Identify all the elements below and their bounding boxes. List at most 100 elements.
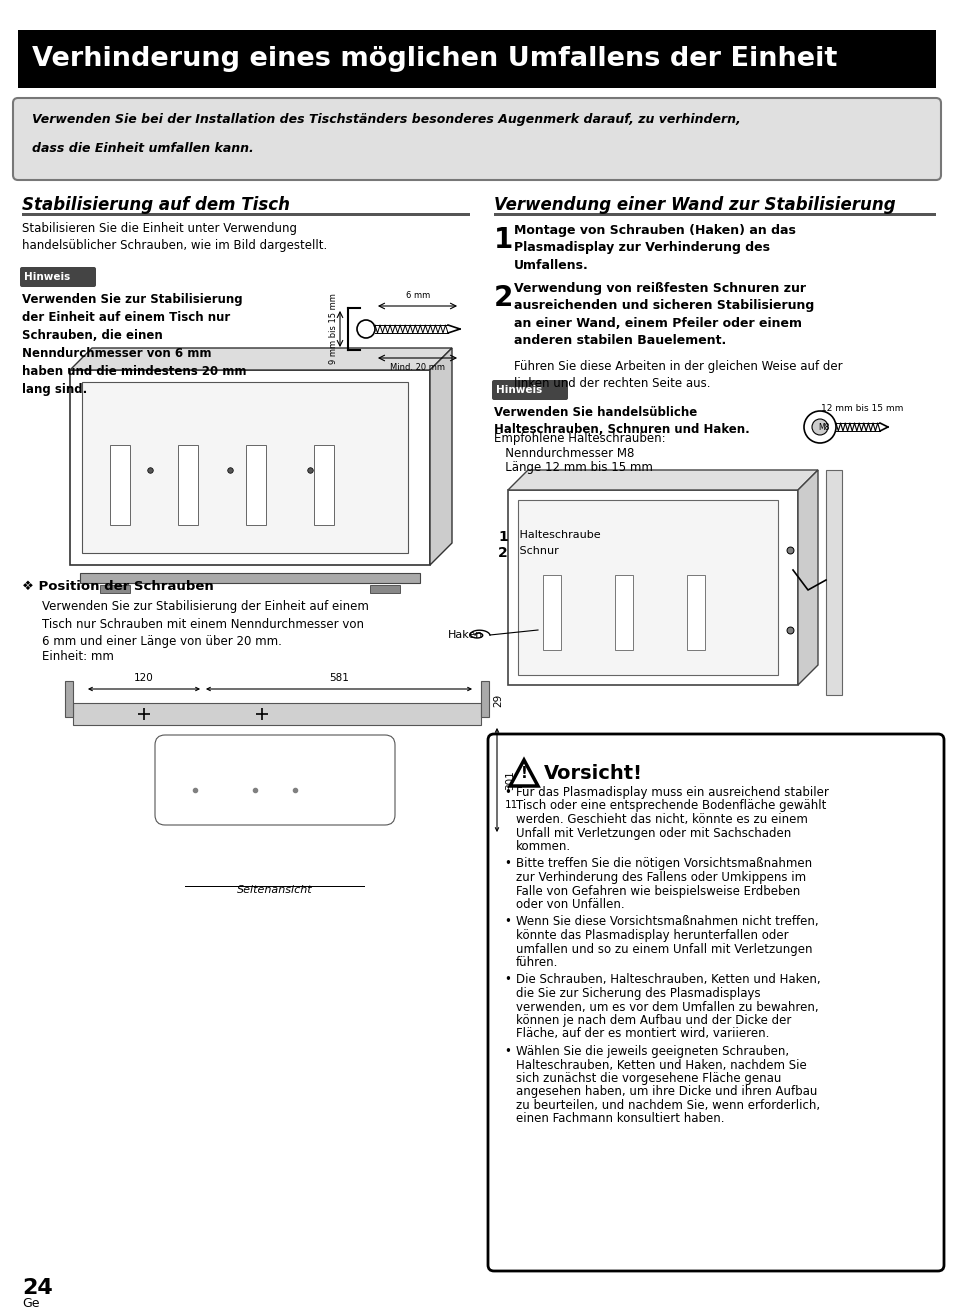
Text: kommen.: kommen. xyxy=(516,840,571,853)
Text: Halteschraube: Halteschraube xyxy=(516,530,600,540)
Text: Verhinderung eines möglichen Umfallens der Einheit: Verhinderung eines möglichen Umfallens d… xyxy=(32,46,837,72)
Text: Verwenden Sie zur Stabilisierung
der Einheit auf einem Tisch nur
Schrauben, die : Verwenden Sie zur Stabilisierung der Ein… xyxy=(22,293,246,396)
Text: angesehen haben, um ihre Dicke und ihren Aufbau: angesehen haben, um ihre Dicke und ihren… xyxy=(516,1086,817,1099)
Text: Hinweis: Hinweis xyxy=(496,386,541,395)
Text: •: • xyxy=(503,916,511,929)
Bar xyxy=(370,586,399,594)
Text: umfallen und so zu einem Unfall mit Verletzungen: umfallen und so zu einem Unfall mit Verl… xyxy=(516,942,812,955)
Text: Verwenden Sie bei der Installation des Tischständers besonderes Augenmerk darauf: Verwenden Sie bei der Installation des T… xyxy=(32,113,740,126)
Text: 581: 581 xyxy=(329,672,349,683)
Text: 24: 24 xyxy=(22,1278,52,1298)
Text: Die Schrauben, Halteschrauben, Ketten und Haken,: Die Schrauben, Halteschrauben, Ketten un… xyxy=(516,974,820,987)
Text: können je nach dem Aufbau und der Dicke der: können je nach dem Aufbau und der Dicke … xyxy=(516,1015,791,1026)
FancyBboxPatch shape xyxy=(154,736,395,825)
FancyBboxPatch shape xyxy=(492,380,567,400)
Text: 2: 2 xyxy=(494,284,513,312)
Bar xyxy=(82,382,408,553)
Polygon shape xyxy=(70,347,452,370)
Text: Hinweis: Hinweis xyxy=(24,272,71,282)
Bar xyxy=(480,680,489,717)
Text: 6 mm: 6 mm xyxy=(405,291,430,300)
Text: Falle von Gefahren wie beispielsweise Erdbeben: Falle von Gefahren wie beispielsweise Er… xyxy=(516,884,800,898)
Text: könnte das Plasmadisplay herunterfallen oder: könnte das Plasmadisplay herunterfallen … xyxy=(516,929,788,942)
Text: Unfall mit Verletzungen oder mit Sachschaden: Unfall mit Verletzungen oder mit Sachsch… xyxy=(516,826,790,840)
Bar xyxy=(246,445,266,525)
Text: 12 mm bis 15 mm: 12 mm bis 15 mm xyxy=(820,404,902,413)
FancyBboxPatch shape xyxy=(13,97,940,180)
Text: 301: 301 xyxy=(504,770,515,790)
Text: sich zunächst die vorgesehene Fläche genau: sich zunächst die vorgesehene Fläche gen… xyxy=(516,1073,781,1084)
Text: •: • xyxy=(503,858,511,870)
Text: 9 mm bis 15 mm: 9 mm bis 15 mm xyxy=(329,293,337,365)
Text: Montage von Schrauben (Haken) an das
Plasmadisplay zur Verhinderung des
Umfallen: Montage von Schrauben (Haken) an das Pla… xyxy=(514,224,795,272)
Text: Länge 12 mm bis 15 mm: Länge 12 mm bis 15 mm xyxy=(494,461,652,474)
Bar xyxy=(825,470,841,695)
Bar xyxy=(494,213,935,216)
Bar xyxy=(18,30,935,88)
Text: 11: 11 xyxy=(504,800,517,811)
Text: Wenn Sie diese Vorsichtsmaßnahmen nicht treffen,: Wenn Sie diese Vorsichtsmaßnahmen nicht … xyxy=(516,916,818,929)
Bar xyxy=(110,445,130,525)
Bar xyxy=(100,586,130,594)
Text: 29: 29 xyxy=(493,694,502,707)
Text: Einheit: mm: Einheit: mm xyxy=(42,650,113,663)
Circle shape xyxy=(803,411,835,443)
Text: Verwenden Sie zur Stabilisierung der Einheit auf einem
Tisch nur Schrauben mit e: Verwenden Sie zur Stabilisierung der Ein… xyxy=(42,600,369,647)
Text: Bitte treffen Sie die nötigen Vorsichtsmaßnahmen: Bitte treffen Sie die nötigen Vorsichtsm… xyxy=(516,858,811,870)
Text: Schnur: Schnur xyxy=(516,546,558,555)
Polygon shape xyxy=(430,347,452,565)
Text: Empfohlene Halteschrauben:: Empfohlene Halteschrauben: xyxy=(494,432,665,445)
Polygon shape xyxy=(797,470,817,686)
Bar xyxy=(178,445,198,525)
Text: Vorsicht!: Vorsicht! xyxy=(543,765,642,783)
Text: zur Verhinderung des Fallens oder Umkippens im: zur Verhinderung des Fallens oder Umkipp… xyxy=(516,871,805,884)
Text: führen.: führen. xyxy=(516,955,558,969)
Bar xyxy=(80,572,419,583)
Bar xyxy=(615,575,633,650)
Text: •: • xyxy=(503,786,511,799)
FancyBboxPatch shape xyxy=(20,267,96,287)
Bar xyxy=(70,370,430,565)
Text: Ge: Ge xyxy=(22,1298,39,1309)
Bar xyxy=(22,213,470,216)
Text: M8: M8 xyxy=(818,422,829,432)
Text: einen Fachmann konsultiert haben.: einen Fachmann konsultiert haben. xyxy=(516,1112,723,1125)
Circle shape xyxy=(811,418,827,436)
Text: Mind. 20 mm: Mind. 20 mm xyxy=(390,363,445,372)
Bar xyxy=(507,490,797,686)
Bar xyxy=(314,445,334,525)
Text: Halteschrauben, Ketten und Haken, nachdem Sie: Halteschrauben, Ketten und Haken, nachde… xyxy=(516,1058,806,1071)
Polygon shape xyxy=(507,470,817,490)
Text: werden. Geschieht das nicht, könnte es zu einem: werden. Geschieht das nicht, könnte es z… xyxy=(516,813,807,826)
FancyBboxPatch shape xyxy=(488,734,943,1271)
Text: oder von Unfällen.: oder von Unfällen. xyxy=(516,898,624,911)
Text: zu beurteilen, und nachdem Sie, wenn erforderlich,: zu beurteilen, und nachdem Sie, wenn erf… xyxy=(516,1099,820,1112)
Text: 1: 1 xyxy=(497,530,507,544)
Text: Verwendung von reißfesten Schnuren zur
ausreichenden und sicheren Stabilisierung: Verwendung von reißfesten Schnuren zur a… xyxy=(514,282,814,347)
Text: ❖ Position der Schrauben: ❖ Position der Schrauben xyxy=(22,580,213,594)
Circle shape xyxy=(356,320,375,338)
Text: Für das Plasmadisplay muss ein ausreichend stabiler: Für das Plasmadisplay muss ein ausreiche… xyxy=(516,786,828,799)
Bar xyxy=(686,575,704,650)
Bar xyxy=(517,500,778,675)
Text: Verwenden Sie handelsübliche
Halteschrauben, Schnuren und Haken.: Verwenden Sie handelsübliche Halteschrau… xyxy=(494,407,749,436)
Text: Führen Sie diese Arbeiten in der gleichen Weise auf der
linken und der rechten S: Führen Sie diese Arbeiten in der gleiche… xyxy=(514,361,841,390)
Text: Wählen Sie die jeweils geeigneten Schrauben,: Wählen Sie die jeweils geeigneten Schrau… xyxy=(516,1045,788,1058)
Text: 2: 2 xyxy=(497,546,507,561)
Text: Tisch oder eine entsprechende Bodenfläche gewählt: Tisch oder eine entsprechende Bodenfläch… xyxy=(516,800,825,812)
Bar xyxy=(542,575,560,650)
Text: Fläche, auf der es montiert wird, variieren.: Fläche, auf der es montiert wird, variie… xyxy=(516,1028,768,1041)
Text: die Sie zur Sicherung des Plasmadisplays: die Sie zur Sicherung des Plasmadisplays xyxy=(516,987,760,1000)
Polygon shape xyxy=(510,761,537,786)
Text: •: • xyxy=(503,974,511,987)
Text: Verwendung einer Wand zur Stabilisierung: Verwendung einer Wand zur Stabilisierung xyxy=(494,196,895,215)
Text: •: • xyxy=(503,1045,511,1058)
Bar xyxy=(73,703,480,725)
Text: 1: 1 xyxy=(494,226,513,254)
Text: Nenndurchmesser M8: Nenndurchmesser M8 xyxy=(494,447,634,461)
Text: dass die Einheit umfallen kann.: dass die Einheit umfallen kann. xyxy=(32,142,253,154)
Text: Seitenansicht: Seitenansicht xyxy=(237,884,313,895)
Text: Haken: Haken xyxy=(448,630,483,640)
Bar xyxy=(65,680,73,717)
Text: verwenden, um es vor dem Umfallen zu bewahren,: verwenden, um es vor dem Umfallen zu bew… xyxy=(516,1000,818,1013)
